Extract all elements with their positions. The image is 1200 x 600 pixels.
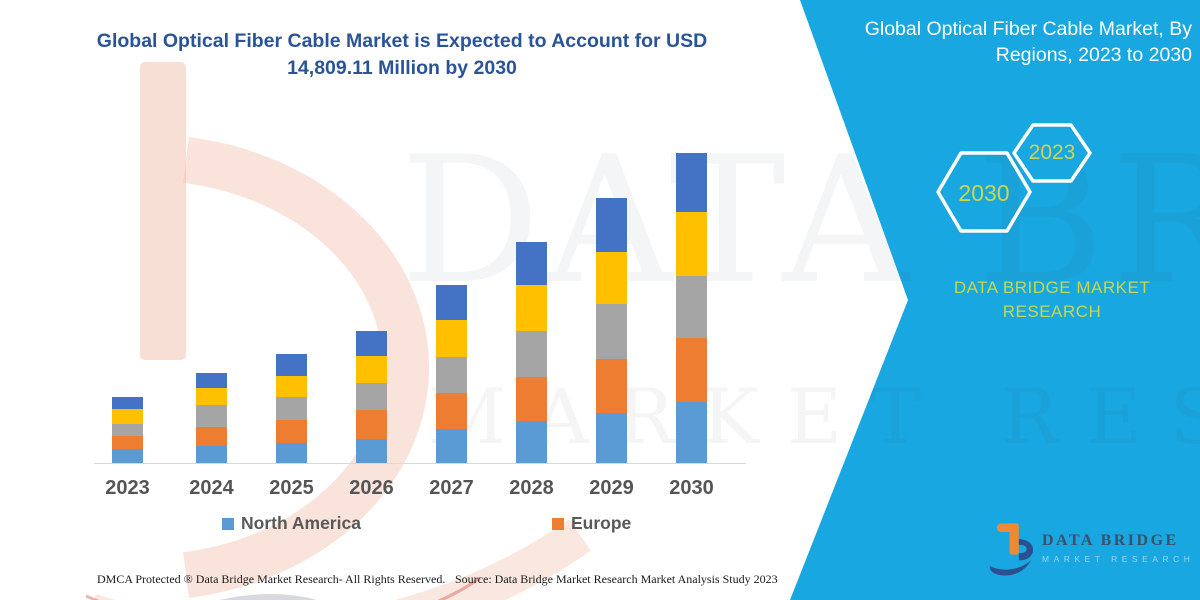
bar-segment-unlabeled-region-dark-blue- <box>112 397 143 409</box>
bar-segment-unlabeled-region-gray- <box>596 304 627 359</box>
legend-label: North America <box>241 513 361 533</box>
legend-item-europe: Europe <box>552 513 631 534</box>
stacked-bar-2028 <box>516 242 547 463</box>
stacked-bar-2026 <box>356 331 387 463</box>
x-axis-label-2023: 2023 <box>105 477 150 499</box>
bar-segment-north-america <box>276 442 307 463</box>
bar-segment-north-america <box>112 449 143 463</box>
bar-segment-europe <box>196 427 227 447</box>
bar-segment-unlabeled-region-yellow- <box>196 388 227 406</box>
brand-text: DATA BRIDGE MARKET RESEARCH <box>953 278 1151 321</box>
bar-segment-unlabeled-region-yellow- <box>112 409 143 424</box>
plot-area: 2023 2024 2025 2026 2027 2028 2029 2030 North Am… <box>94 153 746 534</box>
bar-segment-unlabeled-region-yellow- <box>516 285 547 332</box>
bar-segment-unlabeled-region-dark-blue- <box>596 198 627 252</box>
bar-segment-unlabeled-region-dark-blue- <box>356 331 387 356</box>
bar-segment-north-america <box>196 446 227 463</box>
bar-segment-unlabeled-region-dark-blue- <box>276 353 307 376</box>
bar-segment-unlabeled-region-yellow- <box>356 356 387 383</box>
bar-segment-unlabeled-region-yellow- <box>596 252 627 304</box>
bar-segment-unlabeled-region-gray- <box>276 396 307 420</box>
bar-segment-europe <box>676 338 707 403</box>
bar-segment-unlabeled-region-yellow- <box>436 320 467 357</box>
source-note: Source: Data Bridge Market Research Mark… <box>455 572 778 586</box>
databridge-logo: DATA BRIDGE MARKET RESEARCH <box>988 522 1194 576</box>
bar-segment-unlabeled-region-gray- <box>356 383 387 410</box>
x-axis-label-2029: 2029 <box>589 477 634 499</box>
databridge-logo-icon <box>989 523 1034 576</box>
chart-title: Global Optical Fiber Cable Market is Exp… <box>96 30 708 79</box>
x-axis-label-2027: 2027 <box>429 477 474 499</box>
stacked-bar-2030 <box>676 153 707 464</box>
logo-subtitle: MARKET RESEARCH <box>1042 554 1195 564</box>
stacked-bar-2025 <box>276 353 307 463</box>
bar-segment-unlabeled-region-dark-blue- <box>516 242 547 286</box>
bar-segment-unlabeled-region-yellow- <box>676 212 707 277</box>
dmca-notice: DMCA Protected ® Data Bridge Market Rese… <box>97 572 446 586</box>
stacked-bar-2027 <box>436 285 467 463</box>
bar-segment-unlabeled-region-dark-blue- <box>436 285 467 321</box>
bar-segment-unlabeled-region-gray- <box>196 405 227 428</box>
bar-segment-europe <box>596 358 627 413</box>
panel-title: Global Optical Fiber Cable Market, By Re… <box>864 18 1192 66</box>
x-axis-label-2028: 2028 <box>509 477 554 499</box>
bar-segment-north-america <box>516 420 547 463</box>
legend-swatch <box>552 517 564 530</box>
bar-segment-unlabeled-region-yellow- <box>276 375 307 397</box>
bar-segment-unlabeled-region-dark-blue- <box>196 373 227 389</box>
x-axis-label-2030: 2030 <box>669 477 714 499</box>
bar-segment-unlabeled-region-gray- <box>516 331 547 377</box>
legend-swatch <box>222 517 234 530</box>
logo-name: DATA BRIDGE <box>1042 532 1179 549</box>
x-axis-label-2025: 2025 <box>269 477 314 499</box>
stacked-bar-2024 <box>196 373 227 463</box>
bar-segment-europe <box>356 410 387 439</box>
bar-segment-unlabeled-region-gray- <box>676 276 707 339</box>
hexagon-graphics <box>936 123 1092 233</box>
bar-segment-europe <box>276 419 307 443</box>
bar-segment-north-america <box>356 439 387 463</box>
hexagon-label-2023: 2023 <box>1028 141 1076 164</box>
bar-segment-north-america <box>596 412 627 463</box>
bar-segment-unlabeled-region-dark-blue- <box>676 153 707 213</box>
stacked-bar-2023 <box>112 397 143 463</box>
legend-label: Europe <box>571 513 632 533</box>
bar-segment-unlabeled-region-gray- <box>436 356 467 393</box>
stacked-bar-2029 <box>596 198 627 463</box>
hexagon-label-2030: 2030 <box>958 180 1010 206</box>
bar-segment-europe <box>516 376 547 421</box>
bar-segment-europe <box>112 436 143 449</box>
legend-item-north-america: North America <box>222 513 361 534</box>
bar-segment-north-america <box>676 402 707 464</box>
bar-segment-north-america <box>436 428 467 463</box>
bar-segment-europe <box>436 392 467 429</box>
x-axis-label-2026: 2026 <box>349 477 394 499</box>
x-axis-label-2024: 2024 <box>189 477 234 499</box>
bar-segment-unlabeled-region-gray- <box>112 424 143 436</box>
x-axis-line <box>94 463 746 464</box>
